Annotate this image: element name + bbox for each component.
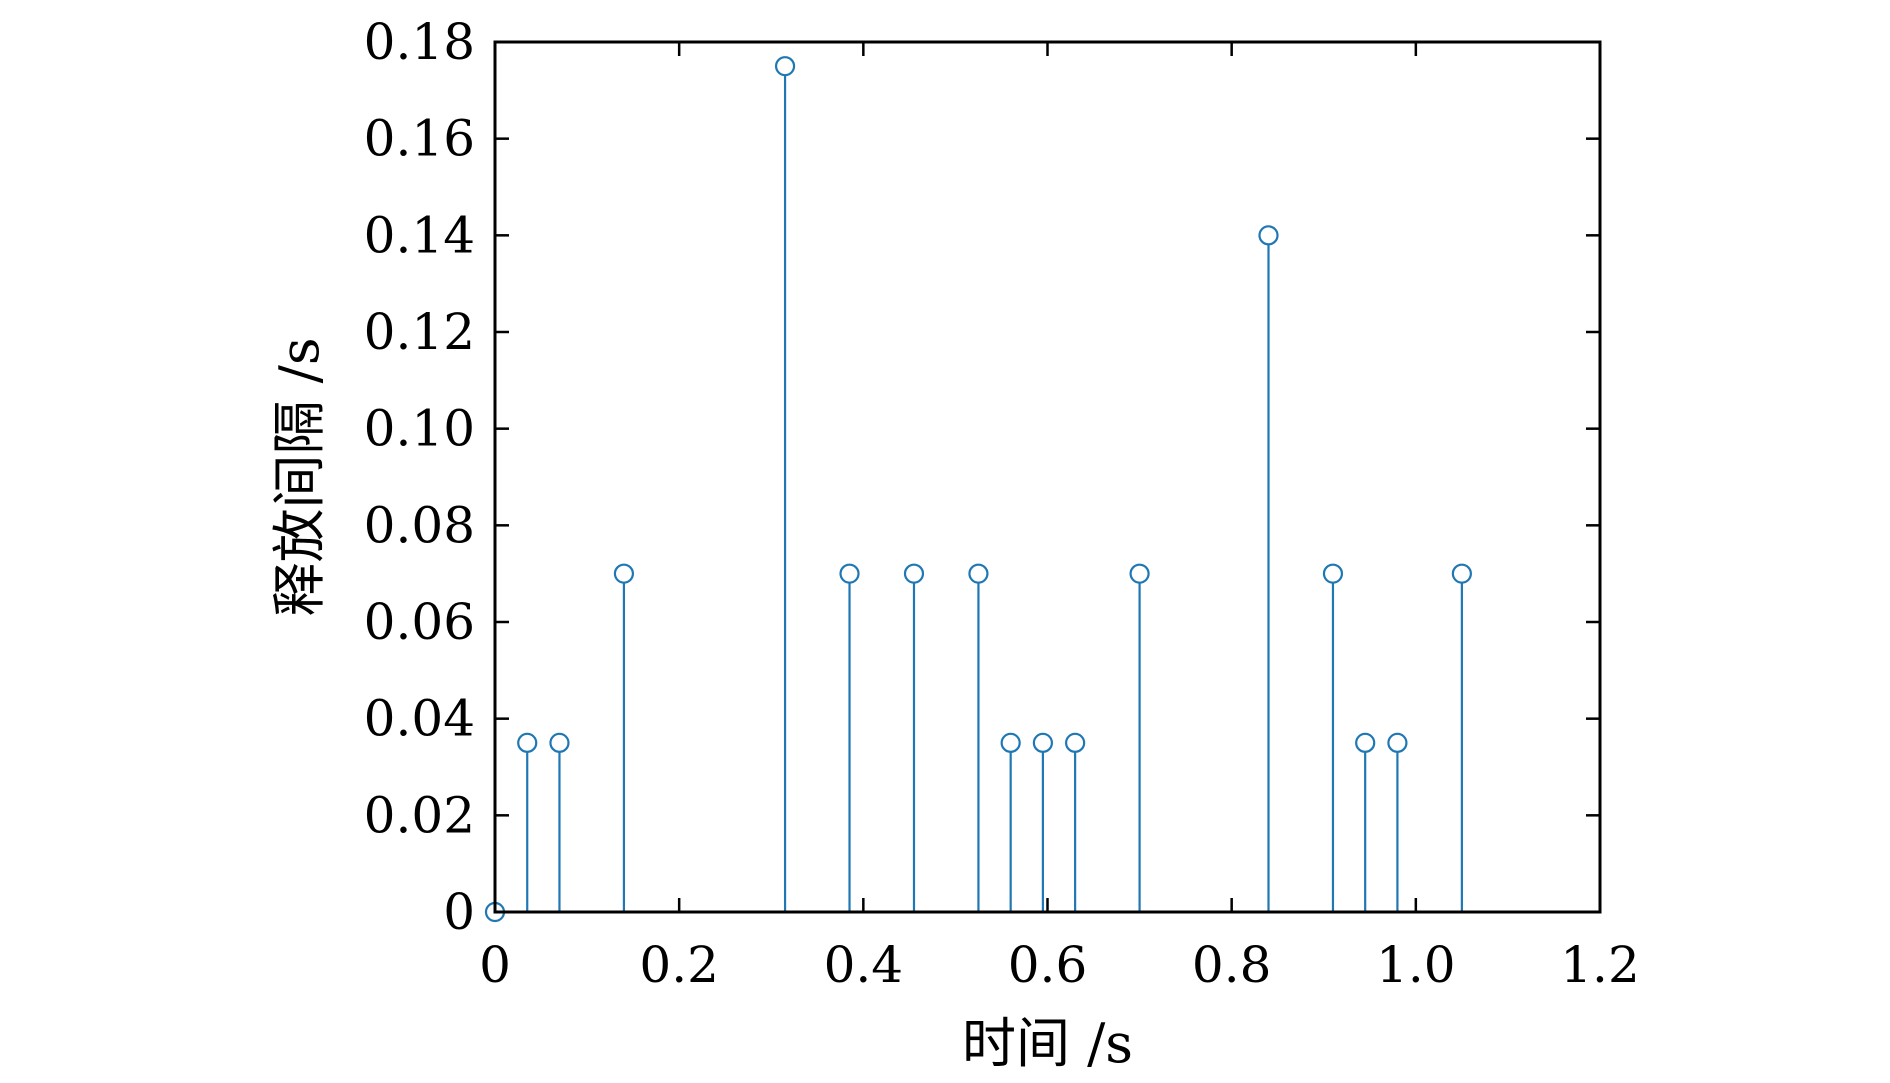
x-tick-label: 0 bbox=[479, 936, 511, 994]
x-tick-label: 0.8 bbox=[1192, 936, 1272, 994]
stem-marker bbox=[968, 563, 989, 584]
stem-marker bbox=[1129, 563, 1150, 584]
stem-marker bbox=[1032, 732, 1053, 753]
y-tick-label: 0.12 bbox=[364, 303, 475, 361]
x-tick-labels: 0 0.2 0.4 0.6 0.8 1.0 1.2 bbox=[479, 936, 1640, 994]
x-tick-label: 0.6 bbox=[1008, 936, 1088, 994]
stem-marker bbox=[839, 563, 860, 584]
y-tick-label: 0.18 bbox=[364, 13, 475, 71]
x-tick-label: 1.0 bbox=[1376, 936, 1456, 994]
x-tick-label: 0.2 bbox=[639, 936, 719, 994]
y-tick-label: 0.04 bbox=[364, 690, 475, 748]
y-tick-label: 0.06 bbox=[364, 593, 475, 651]
y-tick-labels: 0 0.02 0.04 0.06 0.08 0.10 0.12 0.14 0.16 0.18 bbox=[364, 13, 475, 941]
stem-marker bbox=[1355, 732, 1376, 753]
y-tick-label: 0.10 bbox=[364, 400, 475, 458]
y-tick-label: 0.02 bbox=[364, 786, 475, 844]
y-tick-label: 0.08 bbox=[364, 496, 475, 554]
axis-ticks bbox=[493, 40, 1602, 914]
plot-frame bbox=[493, 40, 1602, 914]
stem-marker bbox=[1065, 732, 1086, 753]
stem-marker bbox=[1000, 732, 1021, 753]
stem-series bbox=[484, 56, 1472, 923]
stem-marker bbox=[774, 56, 796, 77]
stem-marker bbox=[1258, 225, 1279, 246]
stem-marker bbox=[903, 563, 925, 584]
y-tick-label: 0.14 bbox=[364, 206, 475, 264]
stem-marker bbox=[613, 563, 635, 584]
stem-marker bbox=[517, 732, 538, 753]
y-tick-label: 0.16 bbox=[364, 110, 475, 168]
x-tick-label: 0.4 bbox=[824, 936, 904, 994]
x-tick-label: 1.2 bbox=[1560, 936, 1640, 994]
stem-marker bbox=[1387, 732, 1408, 753]
stem-marker bbox=[549, 732, 570, 753]
stem-marker bbox=[1322, 563, 1344, 584]
y-axis-title: 释放间隔 /s bbox=[268, 337, 331, 616]
y-tick-label: 0 bbox=[443, 883, 475, 941]
x-axis-title: 时间 /s bbox=[962, 1012, 1133, 1075]
stem-marker bbox=[1451, 563, 1472, 584]
